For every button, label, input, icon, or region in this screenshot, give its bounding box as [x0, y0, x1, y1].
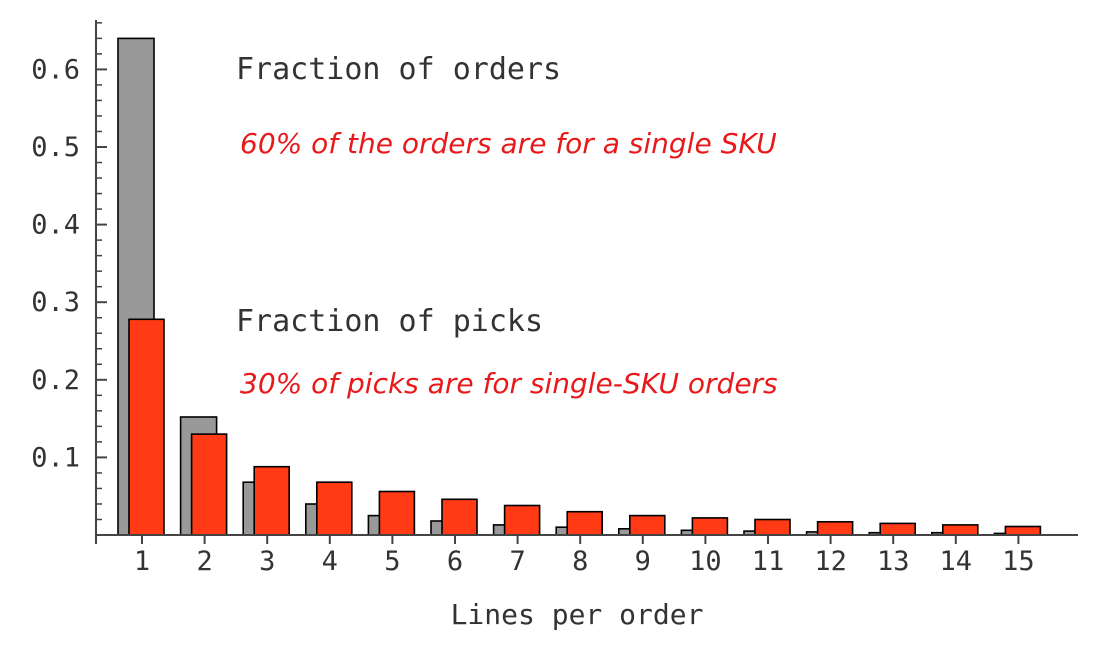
ticks-layer: 0.10.20.30.40.50.61 2 3 4 5 6 7 8 9 10 11 12 13 14 15	[31, 22, 1035, 577]
x-tick-label: 7	[509, 546, 525, 577]
picks-bar-8	[566, 510, 604, 536]
x-tick-label: 5	[384, 546, 400, 577]
annotation-picks: 30% of picks are for single-SKU orders	[240, 367, 778, 400]
x-tick-label: 13	[877, 546, 910, 577]
x-tick-label: 4	[322, 546, 338, 577]
y-tick-label: 0.3	[31, 287, 80, 318]
picks-bar-6	[441, 498, 478, 536]
y-tick-label: 0.6	[31, 54, 80, 85]
y-tick-label: 0.4	[31, 210, 80, 241]
x-tick-label: 15	[1002, 546, 1035, 577]
series-label-orders: Fraction of orders	[236, 52, 561, 87]
picks-bar-2	[190, 433, 228, 536]
axes-layer	[95, 20, 1078, 544]
annotation-orders: 60% of the orders are for a single SKU	[240, 127, 777, 160]
y-tick-label: 0.2	[31, 365, 80, 396]
x-tick-label: 6	[447, 546, 463, 577]
picks-bar-15	[1004, 525, 1042, 536]
picks-bar-4	[315, 481, 353, 536]
x-tick-label: 2	[196, 546, 212, 577]
x-tick-label: 9	[635, 546, 651, 577]
picks-bar-7	[503, 504, 541, 536]
picks-bar-14	[941, 524, 979, 536]
y-tick-label: 0.1	[31, 442, 80, 473]
x-tick-label: 3	[259, 546, 275, 577]
y-tick-label: 0.5	[31, 132, 80, 163]
picks-bar-11	[754, 518, 791, 536]
x-tick-label: 12	[814, 546, 847, 577]
x-tick-label: 1	[134, 546, 150, 577]
picks-bar-13	[879, 522, 917, 536]
x-tick-label: 8	[572, 546, 588, 577]
x-tick-label: 10	[689, 546, 722, 577]
picks-bar-12	[816, 520, 854, 536]
bars-layer	[117, 37, 1042, 536]
series-label-picks: Fraction of picks	[236, 304, 543, 339]
picks-bar-9	[628, 514, 666, 536]
picks-bar-1	[128, 318, 165, 536]
picks-bar-3	[253, 465, 290, 536]
x-tick-label: 14	[940, 546, 973, 577]
x-tick-label: 11	[752, 546, 785, 577]
picks-bar-10	[691, 517, 729, 536]
picks-bar-5	[378, 490, 416, 536]
x-axis-label: Lines per order	[451, 598, 704, 631]
